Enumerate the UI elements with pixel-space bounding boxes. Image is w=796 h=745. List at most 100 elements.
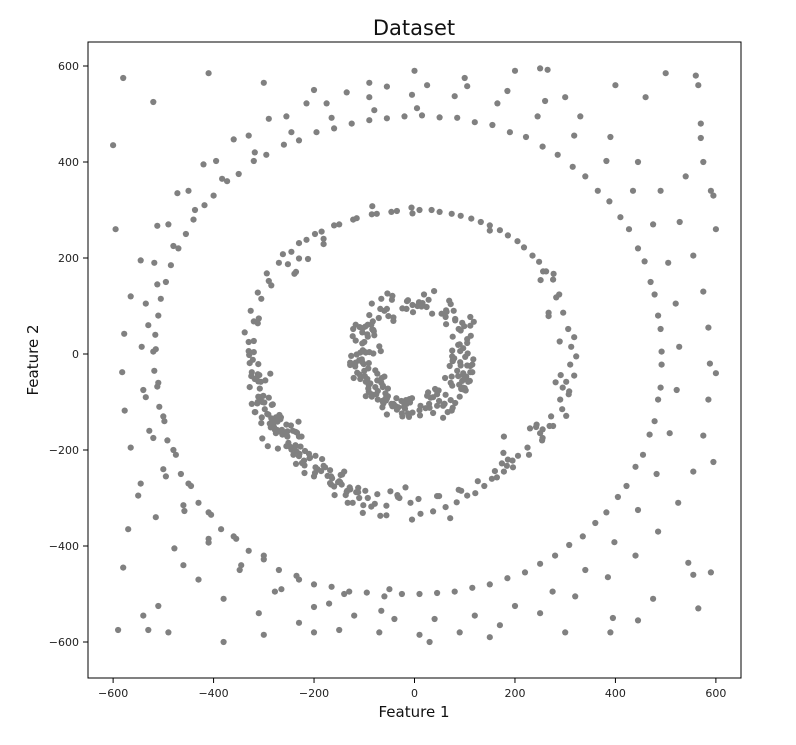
data-point xyxy=(260,631,267,638)
data-point xyxy=(366,94,373,101)
data-point xyxy=(125,526,132,533)
data-point xyxy=(429,310,436,317)
data-point xyxy=(423,303,430,311)
data-point xyxy=(695,605,702,612)
data-point xyxy=(327,467,334,474)
data-point xyxy=(347,359,354,366)
data-point xyxy=(500,449,507,456)
data-point xyxy=(456,393,463,400)
data-point xyxy=(296,450,303,457)
data-point xyxy=(364,494,371,502)
data-point xyxy=(653,470,660,478)
data-point xyxy=(260,79,267,86)
data-point xyxy=(369,203,376,210)
data-point xyxy=(690,252,697,259)
data-point xyxy=(443,321,450,328)
data-point xyxy=(454,367,461,374)
data-point xyxy=(295,240,303,247)
data-point xyxy=(662,70,669,77)
data-point xyxy=(658,348,665,355)
data-point xyxy=(504,232,511,239)
data-point xyxy=(336,626,343,634)
data-point xyxy=(354,369,361,376)
data-point xyxy=(700,288,707,295)
data-point xyxy=(468,215,475,222)
data-point xyxy=(267,370,274,377)
data-point xyxy=(350,374,357,382)
data-point xyxy=(272,414,279,421)
data-point xyxy=(150,434,157,442)
data-point xyxy=(364,375,371,383)
data-point xyxy=(464,492,471,499)
data-point xyxy=(448,210,455,217)
data-point xyxy=(301,447,309,455)
data-point xyxy=(370,350,377,357)
data-point xyxy=(283,432,290,439)
data-point xyxy=(300,457,308,464)
data-point xyxy=(525,451,533,458)
data-point xyxy=(556,338,563,345)
data-point xyxy=(246,384,253,391)
data-point xyxy=(529,252,536,259)
data-point xyxy=(417,510,424,517)
data-point xyxy=(436,114,443,121)
data-point xyxy=(376,343,383,350)
data-point xyxy=(383,512,390,519)
data-point xyxy=(381,593,388,600)
data-point xyxy=(434,589,441,597)
y-axis-label: Feature 2 xyxy=(24,325,42,396)
data-point xyxy=(275,566,282,574)
data-point xyxy=(447,379,454,386)
data-point xyxy=(416,590,423,598)
data-point xyxy=(592,519,599,527)
data-point xyxy=(260,556,267,563)
data-point xyxy=(238,562,245,569)
data-point xyxy=(348,120,355,127)
data-point xyxy=(174,190,181,197)
data-point xyxy=(121,407,128,414)
data-point xyxy=(258,295,265,302)
data-point xyxy=(685,559,692,566)
data-point xyxy=(120,74,127,82)
data-point xyxy=(291,270,298,277)
data-point xyxy=(383,411,390,418)
data-point xyxy=(571,334,578,341)
data-point xyxy=(562,629,569,636)
data-point xyxy=(393,207,400,215)
data-point xyxy=(383,83,390,90)
data-point xyxy=(310,603,318,611)
data-point xyxy=(408,516,416,523)
data-point xyxy=(235,170,242,178)
data-point xyxy=(503,462,510,469)
data-point xyxy=(504,87,511,95)
data-point xyxy=(366,79,373,86)
data-point xyxy=(413,105,421,112)
data-point xyxy=(464,83,471,90)
data-point xyxy=(312,452,319,459)
data-point xyxy=(710,458,717,466)
data-point xyxy=(557,396,564,403)
data-point xyxy=(446,297,453,304)
data-point xyxy=(288,248,295,255)
data-point xyxy=(537,65,544,72)
data-point xyxy=(331,492,338,499)
data-point xyxy=(165,629,172,636)
data-point xyxy=(706,360,714,367)
data-point xyxy=(489,121,496,129)
data-point xyxy=(433,386,440,394)
data-point xyxy=(612,82,619,89)
data-point xyxy=(274,445,281,452)
data-point xyxy=(607,629,614,636)
data-point xyxy=(263,270,270,277)
data-point xyxy=(462,387,469,394)
data-point xyxy=(331,483,338,490)
x-axis-label: Feature 1 xyxy=(379,703,450,721)
data-point xyxy=(553,294,560,301)
data-point xyxy=(422,405,429,412)
data-point xyxy=(322,464,329,471)
data-point xyxy=(408,91,416,98)
data-point xyxy=(247,307,254,314)
data-point xyxy=(120,564,127,571)
data-point xyxy=(634,245,642,252)
data-point xyxy=(537,277,544,284)
